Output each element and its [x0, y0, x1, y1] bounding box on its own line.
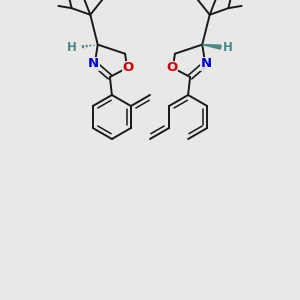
Text: N: N	[88, 57, 99, 70]
Text: H: H	[67, 40, 77, 54]
Text: N: N	[201, 57, 212, 70]
Text: O: O	[122, 61, 134, 74]
Text: H: H	[223, 40, 233, 54]
Polygon shape	[202, 45, 221, 49]
Text: O: O	[166, 61, 178, 74]
